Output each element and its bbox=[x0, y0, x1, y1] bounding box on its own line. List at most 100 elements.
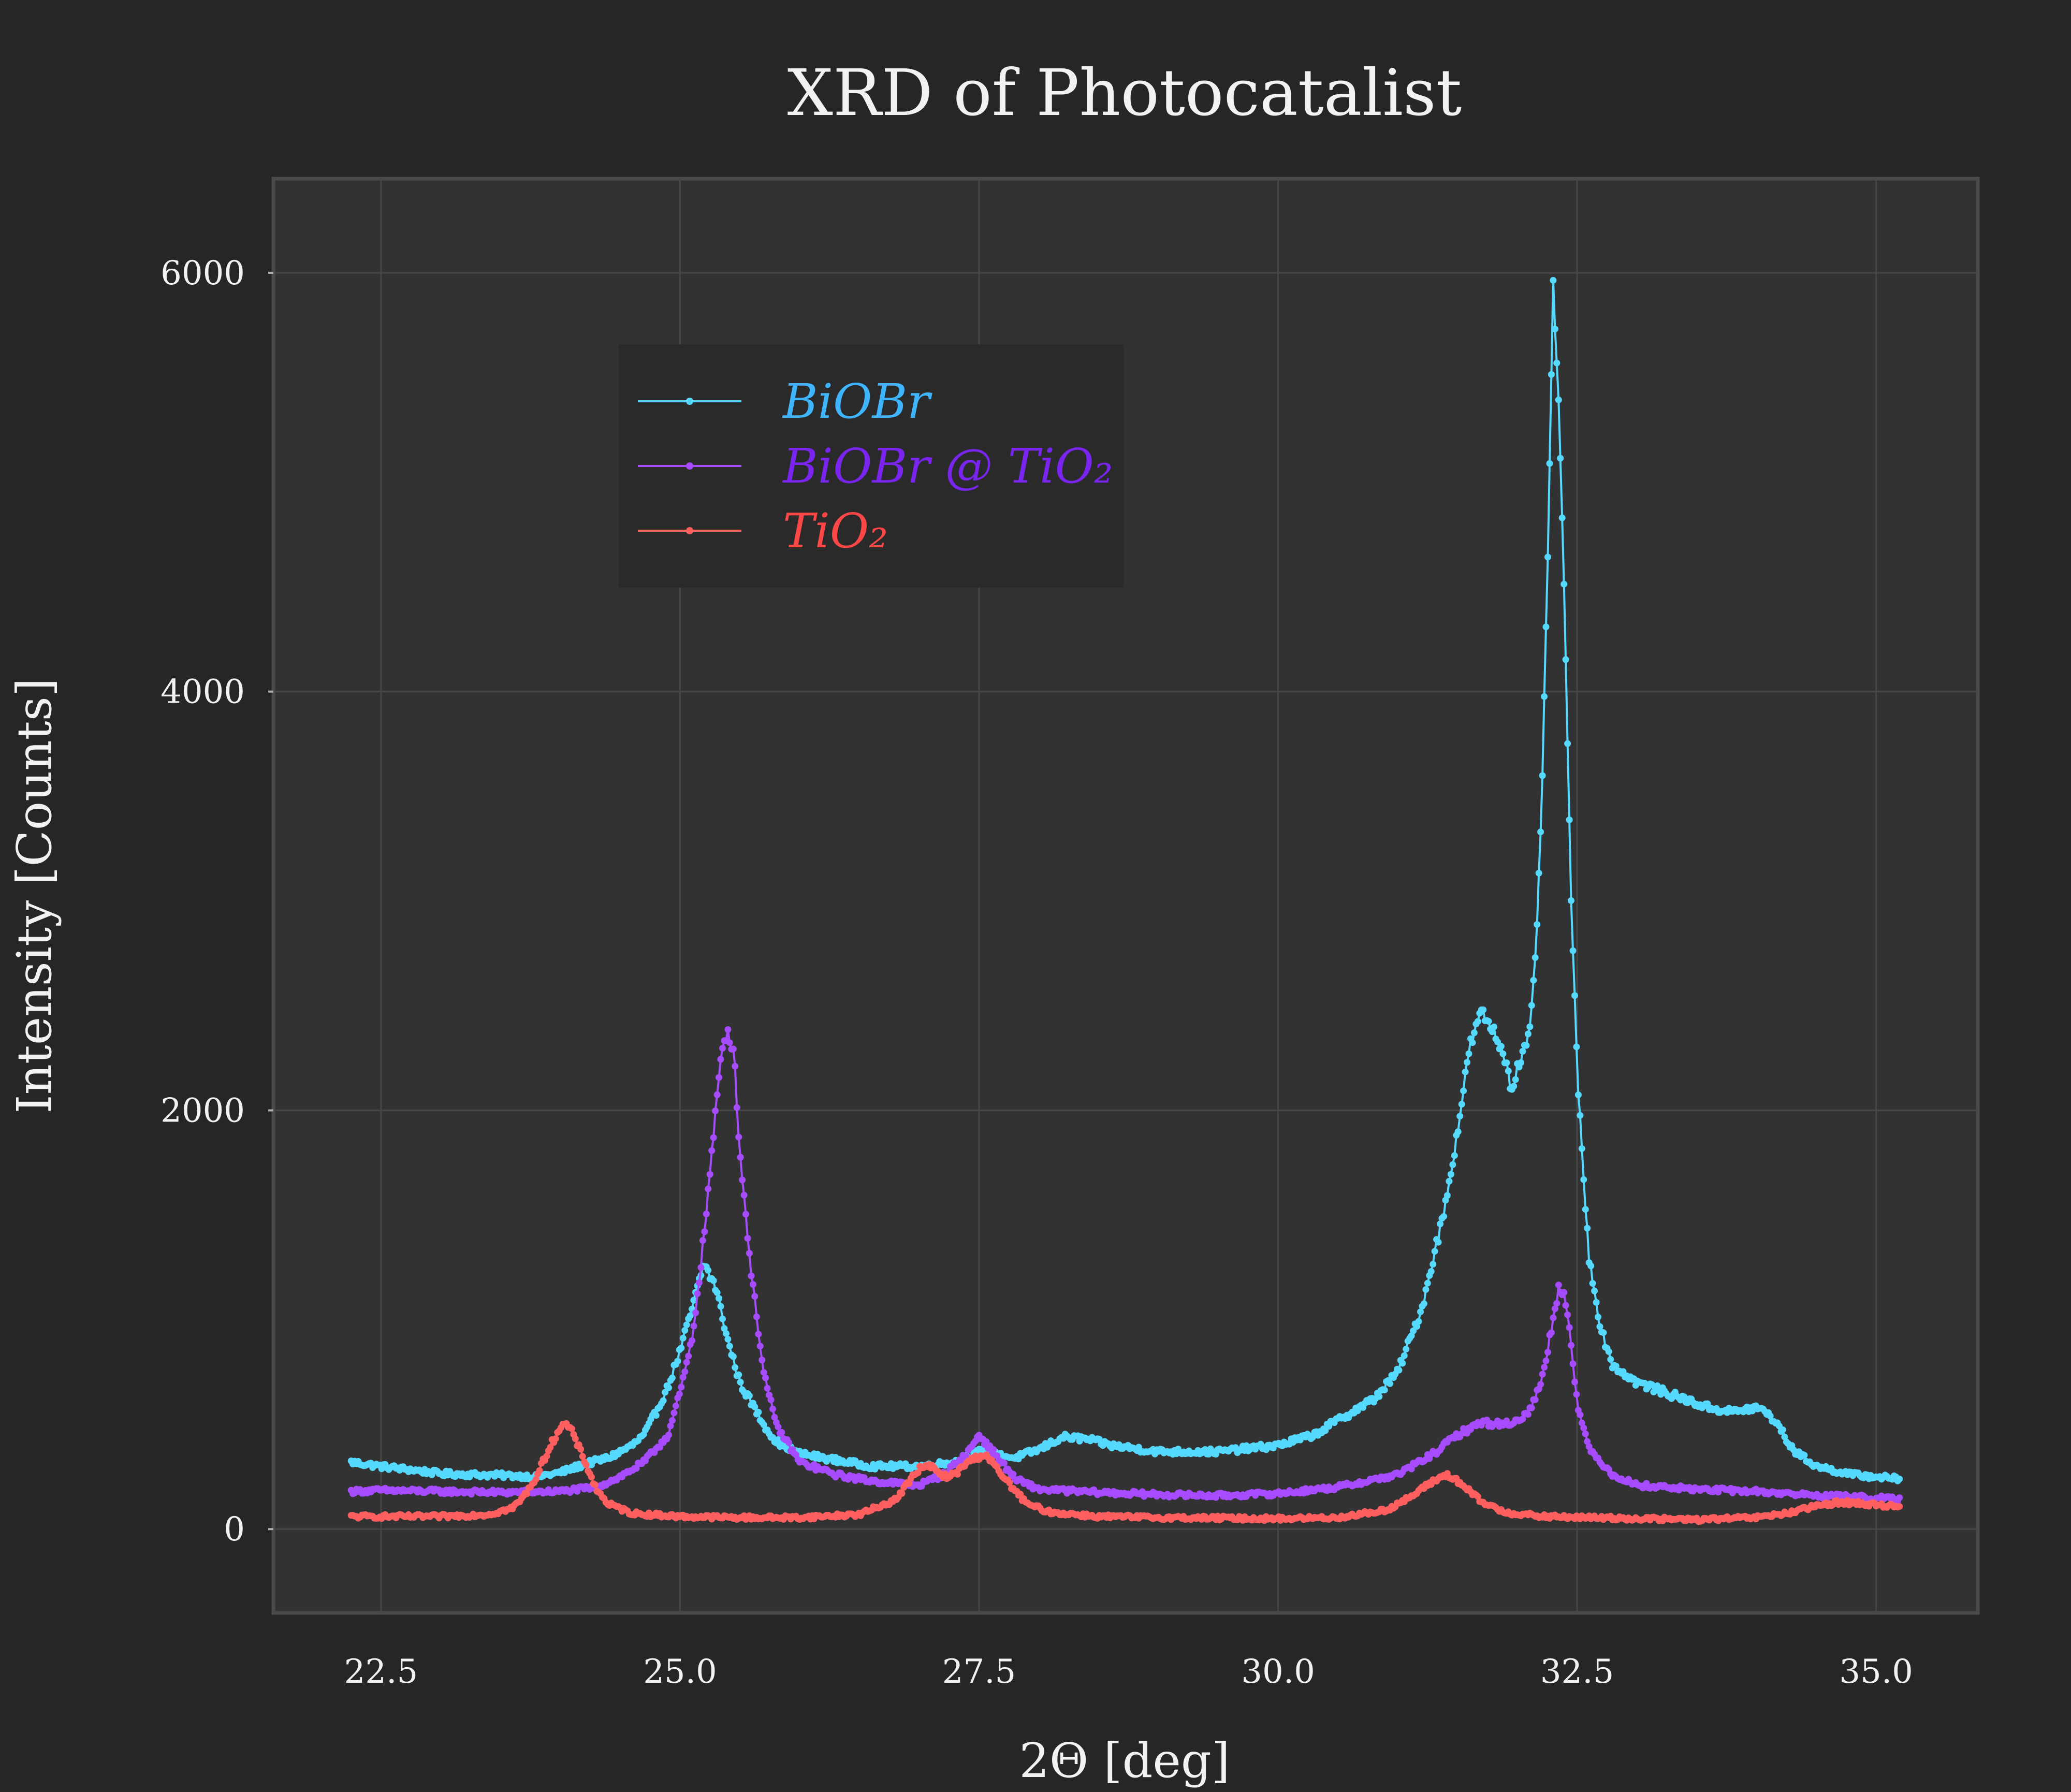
data-point bbox=[1578, 1145, 1585, 1152]
data-point bbox=[717, 1056, 724, 1063]
data-point bbox=[1767, 1412, 1774, 1420]
data-point bbox=[732, 1062, 739, 1070]
data-point bbox=[756, 1343, 764, 1350]
data-point bbox=[748, 1272, 755, 1279]
data-point bbox=[760, 1421, 767, 1429]
data-point bbox=[712, 1108, 719, 1114]
data-point bbox=[1519, 1416, 1526, 1422]
data-point bbox=[697, 1264, 705, 1271]
data-point bbox=[681, 1327, 689, 1334]
data-point bbox=[1512, 1076, 1519, 1083]
data-point bbox=[552, 1435, 559, 1443]
data-point bbox=[1801, 1452, 1808, 1459]
data-point bbox=[1519, 1047, 1526, 1055]
data-point bbox=[1596, 1323, 1603, 1330]
data-point bbox=[652, 1412, 660, 1419]
data-point bbox=[660, 1397, 667, 1404]
series-points bbox=[347, 1420, 1903, 1525]
data-point bbox=[1499, 1050, 1507, 1057]
data-point bbox=[665, 1432, 672, 1438]
data-point bbox=[1564, 740, 1571, 747]
data-point bbox=[1600, 1329, 1607, 1336]
data-point bbox=[1408, 1465, 1415, 1473]
data-point bbox=[771, 1414, 778, 1421]
data-point bbox=[716, 1074, 722, 1081]
data-point bbox=[1542, 623, 1550, 631]
data-point bbox=[735, 1133, 742, 1141]
data-point bbox=[1518, 1059, 1524, 1066]
data-point bbox=[1555, 1281, 1562, 1289]
y-axis-label: Intensity [Counts] bbox=[7, 678, 62, 1113]
data-point bbox=[679, 1334, 687, 1342]
data-point bbox=[1607, 1356, 1614, 1363]
series-points bbox=[347, 276, 1903, 1484]
data-point bbox=[1580, 1424, 1587, 1432]
data-point bbox=[749, 1281, 756, 1288]
data-point bbox=[1574, 1091, 1582, 1098]
plot-area bbox=[271, 177, 1980, 1615]
y-tick-label: 2000 bbox=[161, 1091, 245, 1130]
data-point bbox=[1491, 1023, 1497, 1030]
data-point bbox=[1558, 514, 1566, 521]
data-point bbox=[1568, 1342, 1574, 1349]
data-point bbox=[1548, 371, 1555, 378]
data-point bbox=[670, 1409, 678, 1417]
data-point bbox=[689, 1337, 696, 1344]
data-point bbox=[1530, 977, 1537, 984]
y-tick-label: 0 bbox=[224, 1510, 245, 1549]
data-point bbox=[1395, 1366, 1403, 1374]
data-point bbox=[1443, 1192, 1451, 1199]
data-point bbox=[1539, 772, 1546, 779]
data-point bbox=[694, 1290, 701, 1297]
data-point bbox=[1537, 828, 1544, 836]
data-point bbox=[719, 1045, 726, 1052]
data-point bbox=[1534, 921, 1541, 928]
data-point bbox=[775, 1423, 782, 1431]
data-point bbox=[898, 1490, 906, 1497]
data-point bbox=[1544, 553, 1551, 561]
data-point bbox=[1424, 1279, 1431, 1287]
data-point bbox=[1532, 954, 1539, 961]
data-point bbox=[1537, 1381, 1544, 1388]
data-point bbox=[1415, 1318, 1422, 1325]
data-point bbox=[1589, 1280, 1596, 1287]
data-point bbox=[1551, 326, 1558, 332]
data-point bbox=[730, 1045, 737, 1053]
data-point bbox=[1541, 693, 1548, 700]
data-point bbox=[1595, 1314, 1601, 1321]
data-point bbox=[705, 1185, 712, 1192]
data-point bbox=[1566, 1324, 1573, 1331]
legend-marker bbox=[686, 398, 693, 405]
data-point bbox=[918, 1482, 925, 1490]
data-point bbox=[568, 1425, 575, 1432]
data-point bbox=[1422, 1286, 1430, 1293]
x-tick-label: 27.5 bbox=[942, 1653, 1016, 1691]
data-point bbox=[577, 1446, 585, 1453]
data-point bbox=[1376, 1393, 1383, 1400]
data-point bbox=[990, 1446, 997, 1453]
data-point bbox=[1523, 1042, 1530, 1049]
data-point bbox=[582, 1461, 590, 1468]
legend-label: BiOBr @ TiO₂ bbox=[782, 439, 1113, 494]
data-point bbox=[1462, 1068, 1469, 1075]
data-point bbox=[1562, 656, 1569, 663]
data-point bbox=[547, 1444, 554, 1451]
x-tick-label: 32.5 bbox=[1540, 1653, 1614, 1691]
data-point bbox=[721, 1325, 728, 1332]
data-point bbox=[1896, 1494, 1903, 1502]
data-point bbox=[679, 1374, 687, 1381]
data-point bbox=[1571, 1378, 1578, 1386]
data-point bbox=[1612, 1362, 1620, 1370]
data-point bbox=[1528, 1404, 1535, 1411]
data-point bbox=[591, 1481, 599, 1488]
data-point bbox=[713, 1289, 721, 1296]
data-point bbox=[1564, 1311, 1571, 1318]
data-point bbox=[1010, 1470, 1017, 1478]
data-point bbox=[1017, 1491, 1024, 1498]
data-point bbox=[1454, 1128, 1462, 1135]
data-point bbox=[1555, 396, 1562, 403]
data-point bbox=[536, 1467, 543, 1474]
data-point bbox=[1542, 1357, 1550, 1364]
